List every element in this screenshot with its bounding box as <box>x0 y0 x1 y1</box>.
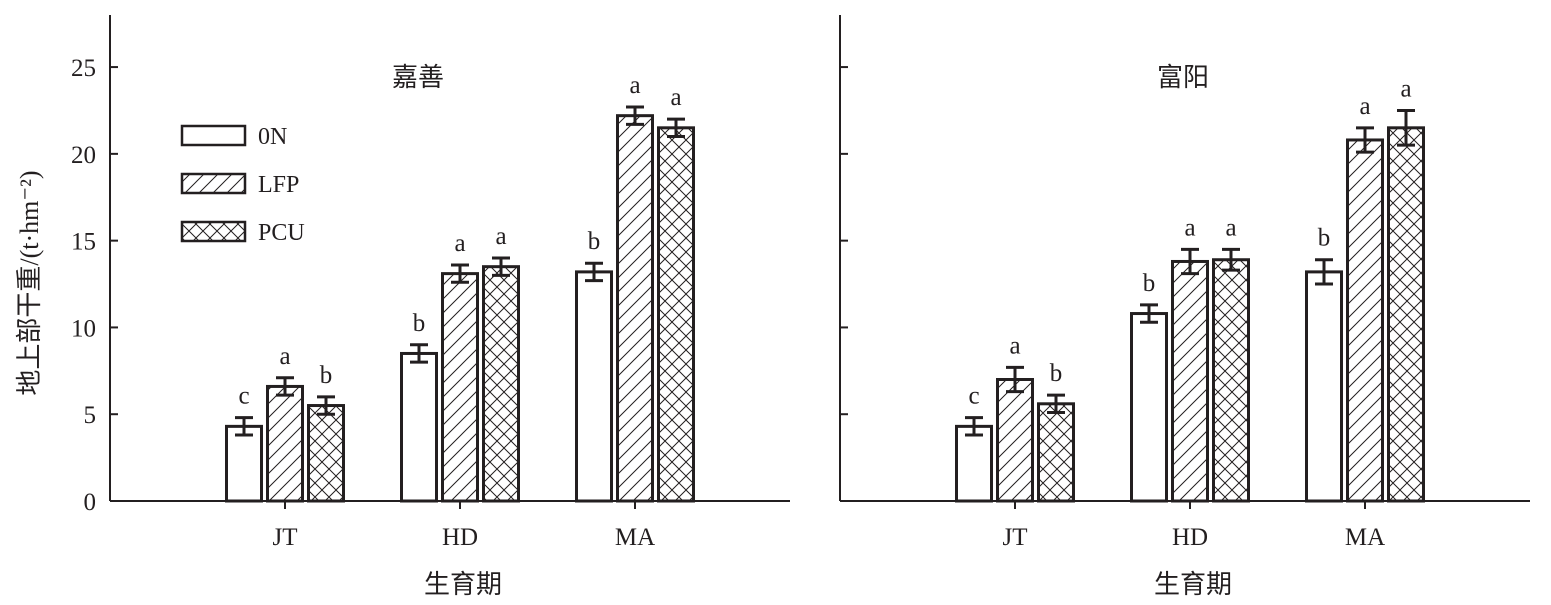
x-axis-label: 生育期 <box>1154 570 1232 599</box>
significance-letter: c <box>238 383 249 410</box>
y-tick-label: 20 <box>71 142 96 169</box>
x-tick-label: HD <box>442 524 478 551</box>
legend-swatch <box>180 172 247 195</box>
bar-lfp <box>1171 259 1209 503</box>
x-axis-label: 生育期 <box>424 570 502 599</box>
y-tick-label: 0 <box>84 489 97 516</box>
significance-letter: a <box>279 343 290 370</box>
bar-pcu <box>1387 126 1425 503</box>
significance-letter: b <box>1143 270 1156 297</box>
significance-letter: b <box>320 362 333 389</box>
significance-letter: a <box>1009 332 1020 359</box>
x-tick-label: JT <box>273 524 298 551</box>
bar-0n <box>955 424 993 503</box>
x-tick-label: MA <box>615 524 655 551</box>
bar-0n <box>1305 270 1343 503</box>
significance-letter: a <box>1400 75 1411 102</box>
significance-letter: a <box>495 223 506 250</box>
bar-pcu <box>1037 402 1075 503</box>
y-tick-label: 25 <box>71 55 96 82</box>
significance-letter: b <box>588 228 601 255</box>
bar-pcu <box>482 265 520 503</box>
significance-letter: a <box>1184 214 1195 241</box>
bar-0n <box>1130 312 1168 503</box>
bar-lfp <box>1346 138 1384 503</box>
bar-lfp <box>616 114 654 503</box>
significance-letter: a <box>454 230 465 257</box>
x-tick-label: HD <box>1172 524 1208 551</box>
significance-letter: c <box>968 383 979 410</box>
bar-lfp <box>441 272 479 503</box>
bar-pcu <box>1212 258 1250 503</box>
bar-pcu <box>307 404 345 503</box>
legend-swatch <box>180 220 247 243</box>
significance-letter: b <box>413 310 426 337</box>
significance-letter: a <box>670 84 681 111</box>
x-tick-label: MA <box>1345 524 1385 551</box>
y-tick-label: 15 <box>71 229 96 256</box>
bar-lfp <box>266 384 304 503</box>
x-tick-label: JT <box>1003 524 1028 551</box>
legend-swatch <box>180 124 247 147</box>
y-tick-label: 5 <box>84 402 97 429</box>
bar-pcu <box>657 126 695 503</box>
significance-letter: a <box>1359 93 1370 120</box>
y-tick-label: 10 <box>71 315 96 342</box>
legend-label: PCU <box>258 220 305 246</box>
bar-0n <box>400 351 438 503</box>
significance-letter: b <box>1318 225 1331 252</box>
significance-letter: a <box>629 72 640 99</box>
y-axis-label: 地上部干重/(t·hm⁻²) <box>15 170 44 395</box>
bar-0n <box>225 424 263 503</box>
panel-title: 富阳 <box>1157 63 1209 92</box>
significance-letter: a <box>1225 214 1236 241</box>
significance-letter: b <box>1050 360 1063 387</box>
bar-0n <box>575 270 613 503</box>
legend-label: 0N <box>258 124 287 150</box>
bar-lfp <box>996 378 1034 503</box>
panel-title: 嘉善 <box>392 63 444 92</box>
legend-label: LFP <box>258 172 299 198</box>
legend: 0N LFP PCU <box>180 124 305 246</box>
